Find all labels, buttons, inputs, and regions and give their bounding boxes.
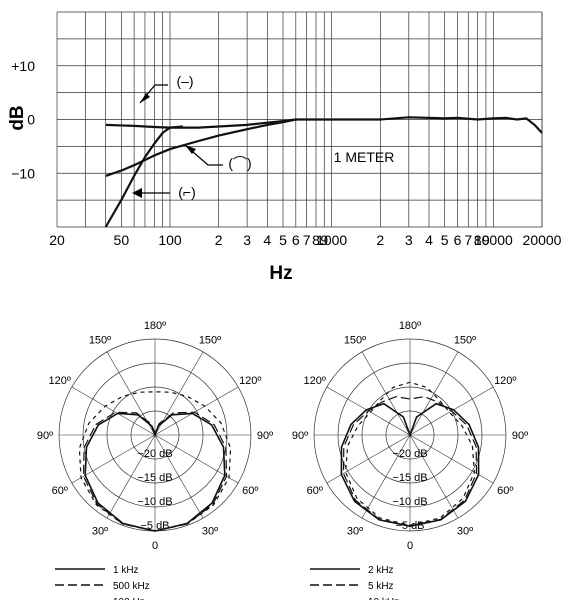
angle-label: 150º [344, 335, 366, 347]
series-label-rolloff: (⌒) [184, 144, 252, 171]
x-tick-label: 10000 [474, 232, 513, 248]
series-label-text: (–) [176, 73, 193, 89]
x-tick-label: 7 [464, 232, 472, 248]
series-label-arrowhead [132, 188, 142, 198]
angle-label: 90º [292, 430, 308, 442]
distance-annotation: 1 METER [334, 149, 395, 165]
x-tick-label: 1000 [316, 232, 347, 248]
angle-label: 120º [304, 375, 326, 387]
angle-label: 180º [399, 320, 421, 332]
x-tick-label: 5 [441, 232, 449, 248]
y-tick-label: 0 [27, 112, 35, 128]
x-tick-label: 4 [263, 232, 271, 248]
x-tick-label: 2 [376, 232, 384, 248]
polar-spoke [361, 351, 411, 436]
x-tick-label: 100 [158, 232, 182, 248]
angle-label: 30º [347, 525, 363, 537]
ring-db-label: −10 dB [392, 496, 427, 508]
x-tick-label: 2 [215, 232, 223, 248]
x-tick-label: 8 [312, 232, 320, 248]
angle-label: 60º [307, 485, 323, 497]
legend-label: 2 kHz [368, 565, 394, 576]
angle-label: 120º [239, 375, 261, 387]
ring-db-label: −15 dB [137, 472, 172, 484]
response-curve [104, 125, 183, 228]
polar-curve [342, 396, 478, 527]
polar-curve [84, 412, 226, 532]
x-tick-label: 9 [482, 232, 490, 248]
series-label-arrowhead [140, 93, 150, 103]
polar-spoke [106, 434, 156, 519]
legend-label: 10 kHz [368, 597, 399, 600]
frequency-curves [104, 116, 543, 228]
angle-label: 30º [457, 525, 473, 537]
ring-db-label: −10 dB [137, 496, 172, 508]
polar-spoke [154, 434, 204, 519]
angle-label: 60º [497, 485, 513, 497]
angle-label: 150º [199, 335, 221, 347]
angle-label: 120º [494, 375, 516, 387]
series-label-flat: (–) [139, 73, 194, 104]
x-tick-label: 20000 [523, 232, 562, 248]
angle-label: 0 [152, 540, 158, 552]
polar-curve [344, 381, 476, 526]
series-label-text: (⌒) [228, 155, 251, 171]
x-tick-label: 5 [279, 232, 287, 248]
polar-curve [82, 411, 228, 532]
angle-label: 60º [52, 485, 68, 497]
polar-spoke [361, 434, 411, 519]
x-tick-label: 3 [405, 232, 413, 248]
angle-label: 90º [37, 430, 53, 442]
x-tick-label: 6 [292, 232, 300, 248]
x-tick-label: 9 [320, 232, 328, 248]
y-tick-label: +10 [11, 58, 35, 74]
x-tick-label: 6 [454, 232, 462, 248]
angle-label: 150º [454, 335, 476, 347]
polar-spoke [409, 351, 459, 436]
x-axis-title: Hz [269, 263, 292, 284]
ring-db-label: −15 dB [392, 472, 427, 484]
angle-label: 120º [49, 375, 71, 387]
angle-label: 60º [242, 485, 258, 497]
angle-label: 90º [257, 430, 273, 442]
ring-db-label: −20 dB [392, 448, 427, 460]
series-label-highpass: (⌐) [132, 184, 196, 200]
polar-spoke [71, 386, 156, 436]
x-tick-label: 4 [425, 232, 433, 248]
angle-label: 180º [144, 320, 166, 332]
x-tick-label: 20 [49, 232, 65, 248]
series-label-text: (⌐) [178, 184, 196, 200]
x-tick-label: 7 [303, 232, 311, 248]
x-tick-label: 3 [243, 232, 251, 248]
legend-label: 100 Hz [113, 597, 145, 600]
x-tick-label: 8 [474, 232, 482, 248]
polar-spoke [154, 386, 239, 436]
angle-label: 0 [407, 540, 413, 552]
angle-label: 30º [202, 525, 218, 537]
y-tick-label: −10 [11, 165, 35, 181]
polar-spoke [409, 434, 459, 519]
legend-label: 5 kHz [368, 581, 394, 592]
series-label-arrowhead [185, 145, 196, 154]
polar-curve [78, 391, 232, 532]
y-axis-title: dB [7, 105, 28, 130]
legend-label: 500 kHz [113, 581, 150, 592]
ring-db-label: −20 dB [137, 448, 172, 460]
angle-label: 30º [92, 525, 108, 537]
response-curve [105, 118, 297, 177]
legend-label: 1 kHz [113, 565, 139, 576]
angle-label: 150º [89, 335, 111, 347]
response-curve [105, 116, 543, 134]
x-tick-label: 50 [114, 232, 130, 248]
polar-curve [340, 402, 480, 528]
angle-label: 90º [512, 430, 528, 442]
